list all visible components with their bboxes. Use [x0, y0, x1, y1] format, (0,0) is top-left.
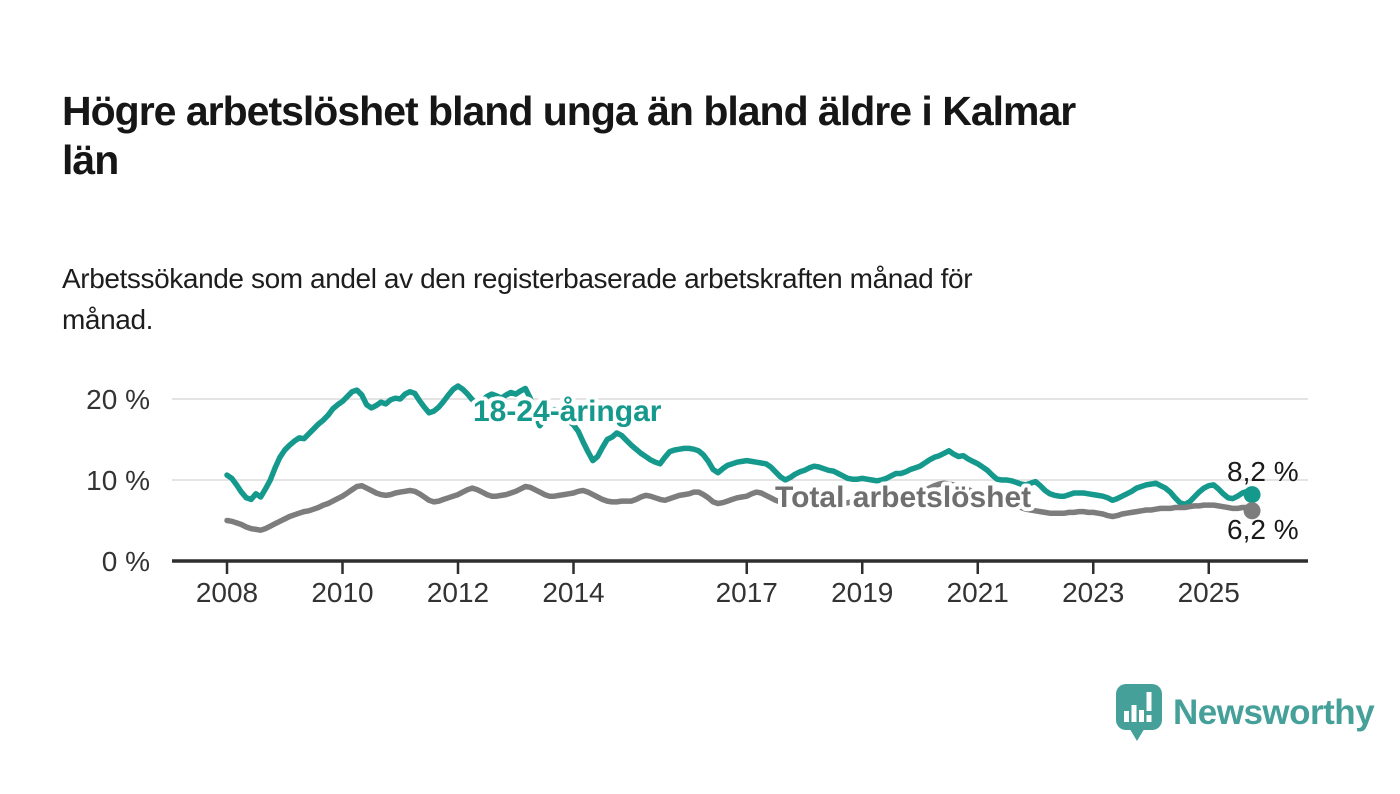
newsworthy-bubble-chart-icon [1116, 684, 1162, 741]
chart-subtitle-line-1: Arbetssökande som andel av den registerb… [62, 263, 973, 294]
chart-subtitle: Arbetssökande som andel av den registerb… [62, 258, 1262, 340]
series-label-1: Total arbetslöshet [775, 481, 1031, 514]
x-tick-label-2012: 2012 [427, 577, 489, 608]
y-tick-label-0: 0 % [102, 546, 150, 577]
y-tick-label-10: 10 % [86, 465, 150, 496]
series-line-1 [224, 480, 1255, 533]
series-end-dot-0 [1243, 486, 1261, 504]
newsworthy-wordmark: Newsworthy [1173, 693, 1375, 732]
x-tick-label-2014: 2014 [542, 577, 604, 608]
page-title-line-1: Högre arbetslöshet bland unga än bland ä… [62, 88, 1076, 135]
x-tick-label-2023: 2023 [1062, 577, 1124, 608]
x-tick-label-2010: 2010 [311, 577, 373, 608]
page-title-line-2: län [62, 137, 119, 184]
x-tick-label-2025: 2025 [1178, 577, 1240, 608]
newsworthy-logo: Newsworthy [1116, 684, 1375, 742]
series-line-0 [224, 383, 1255, 508]
x-tick-label-2017: 2017 [716, 577, 778, 608]
y-tick-label-20: 20 % [86, 384, 150, 415]
x-tick-label-2008: 2008 [196, 577, 258, 608]
series-end-value-1: 6,2 % [1227, 514, 1299, 545]
chart-subtitle-line-2: månad. [62, 304, 153, 335]
series-end-dot-1 [1243, 502, 1261, 520]
x-tick-label-2021: 2021 [947, 577, 1009, 608]
x-tick-label-2019: 2019 [831, 577, 893, 608]
page-title: Högre arbetslöshet bland unga än bland ä… [62, 87, 1322, 185]
series-label-0: 18-24-åringar [473, 395, 662, 428]
series-end-value-0: 8,2 % [1227, 456, 1299, 487]
